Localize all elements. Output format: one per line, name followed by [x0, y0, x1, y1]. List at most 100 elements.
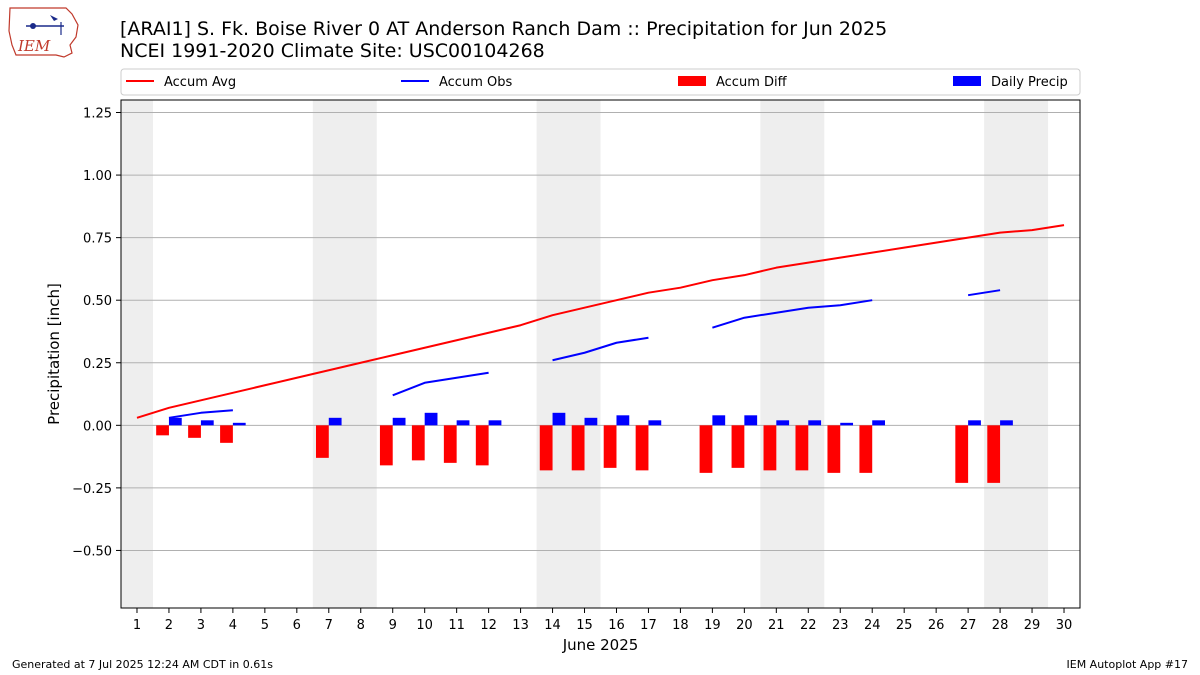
diff-bar-day-4 — [220, 425, 233, 443]
daily-bar-day-21 — [776, 420, 790, 426]
daily-bar-day-10 — [424, 412, 438, 426]
daily-bar-day-27 — [968, 420, 981, 426]
x-tick-label: 17 — [640, 618, 657, 633]
x-tick-label: 13 — [512, 618, 529, 633]
legend-box — [120, 68, 1081, 96]
weekend-shade-0 — [121, 100, 153, 608]
x-tick-label: 26 — [928, 618, 945, 633]
daily-bar-day-16 — [616, 415, 630, 426]
x-tick-label: 12 — [480, 618, 497, 633]
daily-bar-day-19 — [712, 415, 726, 426]
diff-bar-day-24 — [859, 425, 873, 473]
diff-bar-day-7 — [315, 425, 329, 458]
diff-bar-day-14 — [539, 425, 553, 471]
diff-bar-day-20 — [731, 425, 745, 468]
weekend-shade-1 — [312, 100, 377, 608]
generated-note: Generated at 7 Jul 2025 12:24 AM CDT in … — [12, 658, 273, 671]
y-tick-label: 0.50 — [83, 294, 112, 309]
x-tick-label: 20 — [736, 618, 753, 633]
diff-bar-day-12 — [475, 425, 489, 466]
accum-avg-line-segment-0 — [136, 224, 1065, 419]
accum-obs-line-segment-1 — [392, 371, 489, 397]
legend-accum-obs-label: Accum Obs — [439, 75, 512, 90]
legend-daily-precip-swatch — [953, 76, 981, 86]
y-tick-label: 0.25 — [83, 357, 112, 372]
x-tick-label: 11 — [448, 618, 465, 633]
chart-title: [ARAI1] S. Fk. Boise River 0 AT Anderson… — [120, 18, 888, 40]
daily-bar-day-3 — [200, 420, 214, 426]
chart-subtitle: NCEI 1991-2020 Climate Site: USC00104268 — [120, 40, 545, 62]
diff-bar-day-10 — [411, 425, 425, 461]
x-tick-label: 10 — [416, 618, 433, 633]
daily-bar-day-15 — [584, 417, 598, 426]
diff-bar-day-3 — [188, 425, 201, 438]
daily-bar-day-7 — [328, 417, 342, 426]
diff-bar-day-23 — [827, 425, 841, 473]
x-tick-label: 28 — [992, 618, 1009, 633]
diff-bar-day-15 — [571, 425, 585, 471]
diff-bar-day-21 — [763, 425, 777, 471]
y-tick-label: 0.00 — [83, 419, 112, 434]
legend-accum-avg-label: Accum Avg — [164, 75, 236, 90]
y-axis-label: Precipitation [inch] — [45, 283, 63, 425]
diff-bar-day-11 — [443, 425, 457, 463]
accum-obs-line-segment-2 — [552, 336, 649, 362]
daily-bar-day-2 — [168, 417, 182, 426]
x-tick-label: 23 — [832, 618, 849, 633]
x-tick-label: 16 — [608, 618, 625, 633]
legend-accum-diff-label: Accum Diff — [716, 75, 788, 90]
x-tick-label: 2 — [165, 618, 173, 633]
x-tick-label: 4 — [229, 618, 237, 633]
x-tick-label: 24 — [864, 618, 881, 633]
x-tick-label: 22 — [800, 618, 817, 633]
daily-bar-day-23 — [840, 422, 854, 426]
iem-logo: IEM — [8, 7, 79, 58]
weekend-shade-4 — [984, 100, 1049, 608]
x-tick-label: 15 — [576, 618, 593, 633]
x-tick-label: 3 — [197, 618, 205, 633]
accum-obs-line-segment-4 — [967, 289, 1001, 297]
daily-bar-day-9 — [392, 417, 406, 426]
weekend-shade-3 — [760, 100, 825, 608]
diff-bar-day-17 — [635, 425, 649, 471]
logo-text: IEM — [17, 37, 51, 55]
diff-bar-day-2 — [156, 425, 169, 436]
x-tick-label: 21 — [768, 618, 785, 633]
x-tick-label: 6 — [293, 618, 301, 633]
x-tick-label: 27 — [960, 618, 977, 633]
x-tick-label: 14 — [544, 618, 561, 633]
y-tick-label: 1.00 — [83, 169, 112, 184]
diff-bar-day-16 — [603, 425, 617, 468]
diff-bar-day-22 — [795, 425, 809, 471]
plot-frame — [120, 99, 1081, 609]
diff-bar-day-9 — [379, 425, 393, 466]
accum-obs-line-segment-0 — [168, 409, 233, 419]
x-tick-label: 29 — [1024, 618, 1041, 633]
legend-daily-precip-label: Daily Precip — [991, 75, 1068, 90]
x-tick-label: 25 — [896, 618, 913, 633]
diff-bar-day-19 — [699, 425, 713, 473]
weekend-shade-2 — [536, 100, 601, 608]
daily-bar-day-12 — [488, 420, 502, 426]
accum-obs-line-segment-3 — [712, 299, 873, 329]
daily-bar-day-14 — [552, 412, 566, 426]
daily-bar-day-20 — [744, 415, 758, 426]
diff-bar-day-28 — [987, 425, 1001, 483]
x-tick-label: 5 — [261, 618, 269, 633]
diff-bar-day-27 — [955, 425, 969, 483]
legend-accum-diff-swatch — [678, 76, 706, 86]
app-note: IEM Autoplot App #17 — [1066, 658, 1189, 671]
x-tick-label: 7 — [325, 618, 333, 633]
daily-bar-day-28 — [1000, 420, 1013, 426]
x-tick-label: 9 — [389, 618, 397, 633]
daily-bar-day-22 — [808, 420, 822, 426]
daily-bar-day-17 — [648, 420, 662, 426]
y-tick-label: −0.25 — [72, 482, 112, 497]
y-tick-label: 1.25 — [83, 107, 112, 122]
x-tick-label: 1 — [133, 618, 141, 633]
daily-bar-day-11 — [456, 420, 470, 426]
x-tick-label: 30 — [1056, 618, 1073, 633]
y-tick-label: 0.75 — [83, 232, 112, 247]
x-axis-label: June 2025 — [562, 636, 639, 654]
